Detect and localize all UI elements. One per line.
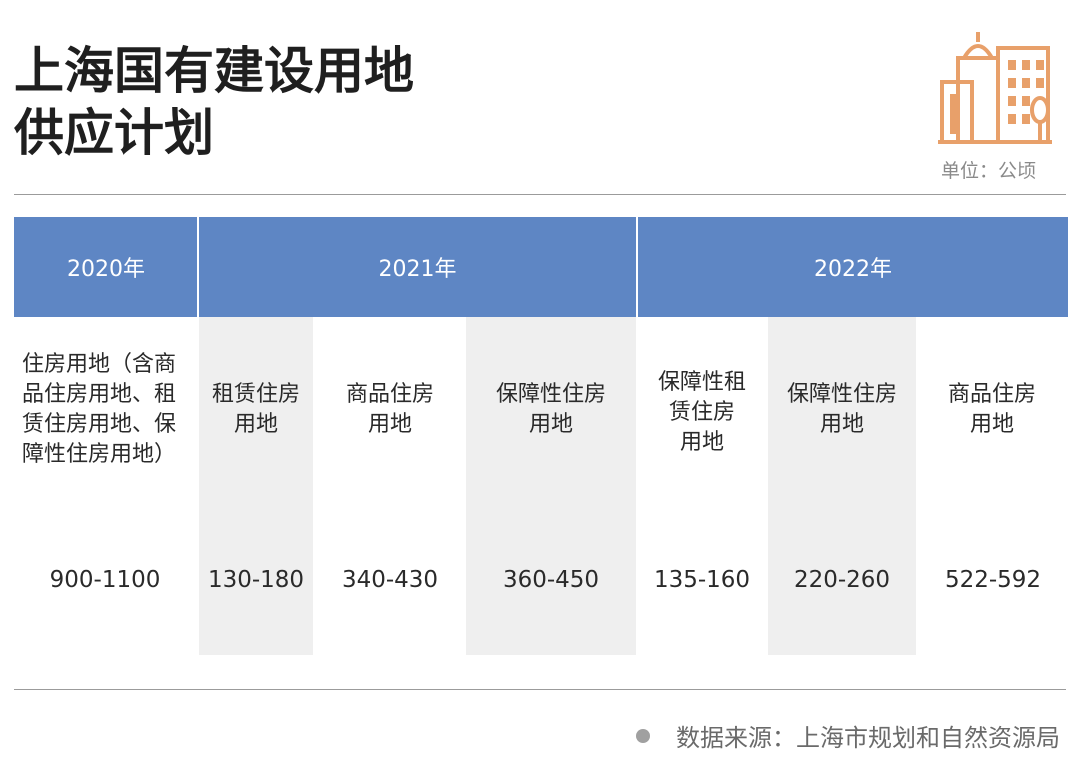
shaded-column	[199, 317, 313, 655]
category-line: 用地	[679, 429, 724, 455]
category-line: 赁住房	[668, 399, 735, 425]
page-title: 上海国有建设用地 供应计划	[14, 40, 414, 164]
category-line: 用地	[233, 412, 278, 437]
category-line: 住房用地（含商	[22, 352, 177, 377]
value-cell: 340-430	[341, 567, 439, 593]
source-note: 数据来源：上海市规划和自然资源局	[636, 718, 1060, 753]
category-line: 租赁住房	[211, 382, 300, 407]
year-2020: 2020年	[67, 257, 145, 282]
year-divider	[636, 217, 638, 317]
category-cell: 商品住房 用地	[320, 370, 460, 450]
category-line: 保障性租	[657, 369, 746, 395]
category-line: 用地	[819, 412, 864, 437]
category-line: 品住房用地、租	[22, 382, 177, 407]
source-text: 数据来源：上海市规划和自然资源局	[676, 724, 1060, 752]
category-cell: 保障性住房 用地	[466, 370, 636, 450]
category-line: 保障性住房	[495, 382, 606, 407]
category-line: 障性住房用地）	[22, 442, 177, 467]
bullet-icon	[636, 728, 650, 743]
category-line: 保障性住房	[786, 382, 897, 407]
unit-label: 单位：公顷	[940, 160, 1036, 182]
year-divider	[197, 217, 199, 317]
category-cell: 保障性租 赁住房 用地	[642, 365, 762, 460]
value-cell: 220-260	[793, 567, 891, 593]
category-line: 商品住房	[345, 382, 434, 407]
value-cell: 900-1100	[49, 567, 161, 593]
value-cell: 130-180	[207, 567, 305, 593]
value-cell: 135-160	[653, 567, 751, 593]
title-line-2: 供应计划	[14, 104, 214, 162]
category-line: 用地	[969, 412, 1014, 437]
bottom-divider	[14, 689, 1066, 690]
buildings-icon	[938, 32, 1052, 144]
year-2021: 2021年	[378, 257, 457, 282]
category-cell: 住房用地（含商 品住房用地、租 赁住房用地、保 障性住房用地）	[22, 345, 198, 475]
category-cell: 商品住房 用地	[922, 370, 1062, 450]
category-cell: 租赁住房 用地	[199, 370, 313, 450]
shaded-column	[768, 317, 916, 655]
category-line: 赁住房用地、保	[22, 412, 177, 437]
year-2022: 2022年	[814, 257, 892, 282]
category-cell: 保障性住房 用地	[768, 370, 916, 450]
category-line: 商品住房	[947, 382, 1036, 407]
value-cell: 522-592	[944, 567, 1042, 593]
value-cell: 360-450	[502, 567, 600, 593]
year-header: 2020年 2021年 2022年	[14, 217, 1068, 317]
category-line: 用地	[367, 412, 412, 437]
top-divider	[14, 194, 1066, 195]
category-line: 用地	[528, 412, 573, 437]
title-line-1: 上海国有建设用地	[14, 42, 414, 100]
shaded-column	[466, 317, 636, 655]
